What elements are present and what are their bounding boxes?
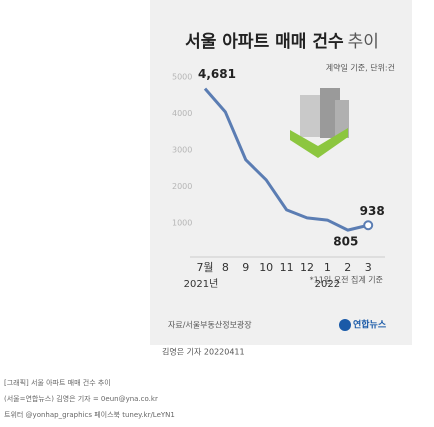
x-tick-label: 7월	[196, 261, 213, 274]
y-tick-label: 1000	[172, 219, 192, 228]
x-tick-label: 2	[344, 261, 351, 274]
x-tick-label: 3	[365, 261, 372, 274]
note: *11일 오전 집계 기준	[310, 275, 383, 285]
x-tick-label: 12	[300, 261, 314, 274]
subtitle: 계약일 기준, 단위:건	[326, 63, 395, 73]
building-icon	[290, 88, 349, 158]
caption: (서울=연합뉴스) 김영은 기자 = 0eun@yna.co.kr	[4, 394, 158, 403]
y-tick-label: 2000	[172, 182, 192, 191]
x-tick-label: 10	[259, 261, 273, 274]
x-tick-label: 11	[280, 261, 294, 274]
year-label: 2022	[315, 279, 340, 290]
last-point	[363, 220, 374, 231]
chart-title: 서울 아파트 매매 건수 추이	[185, 32, 379, 52]
logo: 연합뉴스	[353, 319, 387, 331]
line	[203, 87, 369, 232]
value-label: 938	[360, 204, 385, 218]
y-tick-label: 4000	[172, 109, 192, 118]
logo-icon	[339, 319, 351, 331]
x-tick-label: 9	[242, 261, 249, 274]
panel	[150, 0, 412, 345]
y-tick-label: 3000	[172, 146, 192, 155]
year-label: 2021년	[184, 278, 219, 290]
y-tick-label: 5000	[172, 73, 192, 82]
x-tick-label: 8	[222, 261, 229, 274]
value-label: 805	[333, 235, 358, 249]
source: 자료/서울부동산정보광장	[168, 320, 252, 330]
x-tick-label: 1	[324, 261, 331, 274]
byline: 김영은 기자 20220411	[162, 347, 245, 357]
caption: 트위터 @yonhap_graphics 페이스북 tuney.kr/LeYN1	[4, 410, 175, 419]
caption: [그래픽] 서울 아파트 매매 건수 추이	[4, 378, 111, 387]
value-label: 4,681	[198, 67, 236, 81]
